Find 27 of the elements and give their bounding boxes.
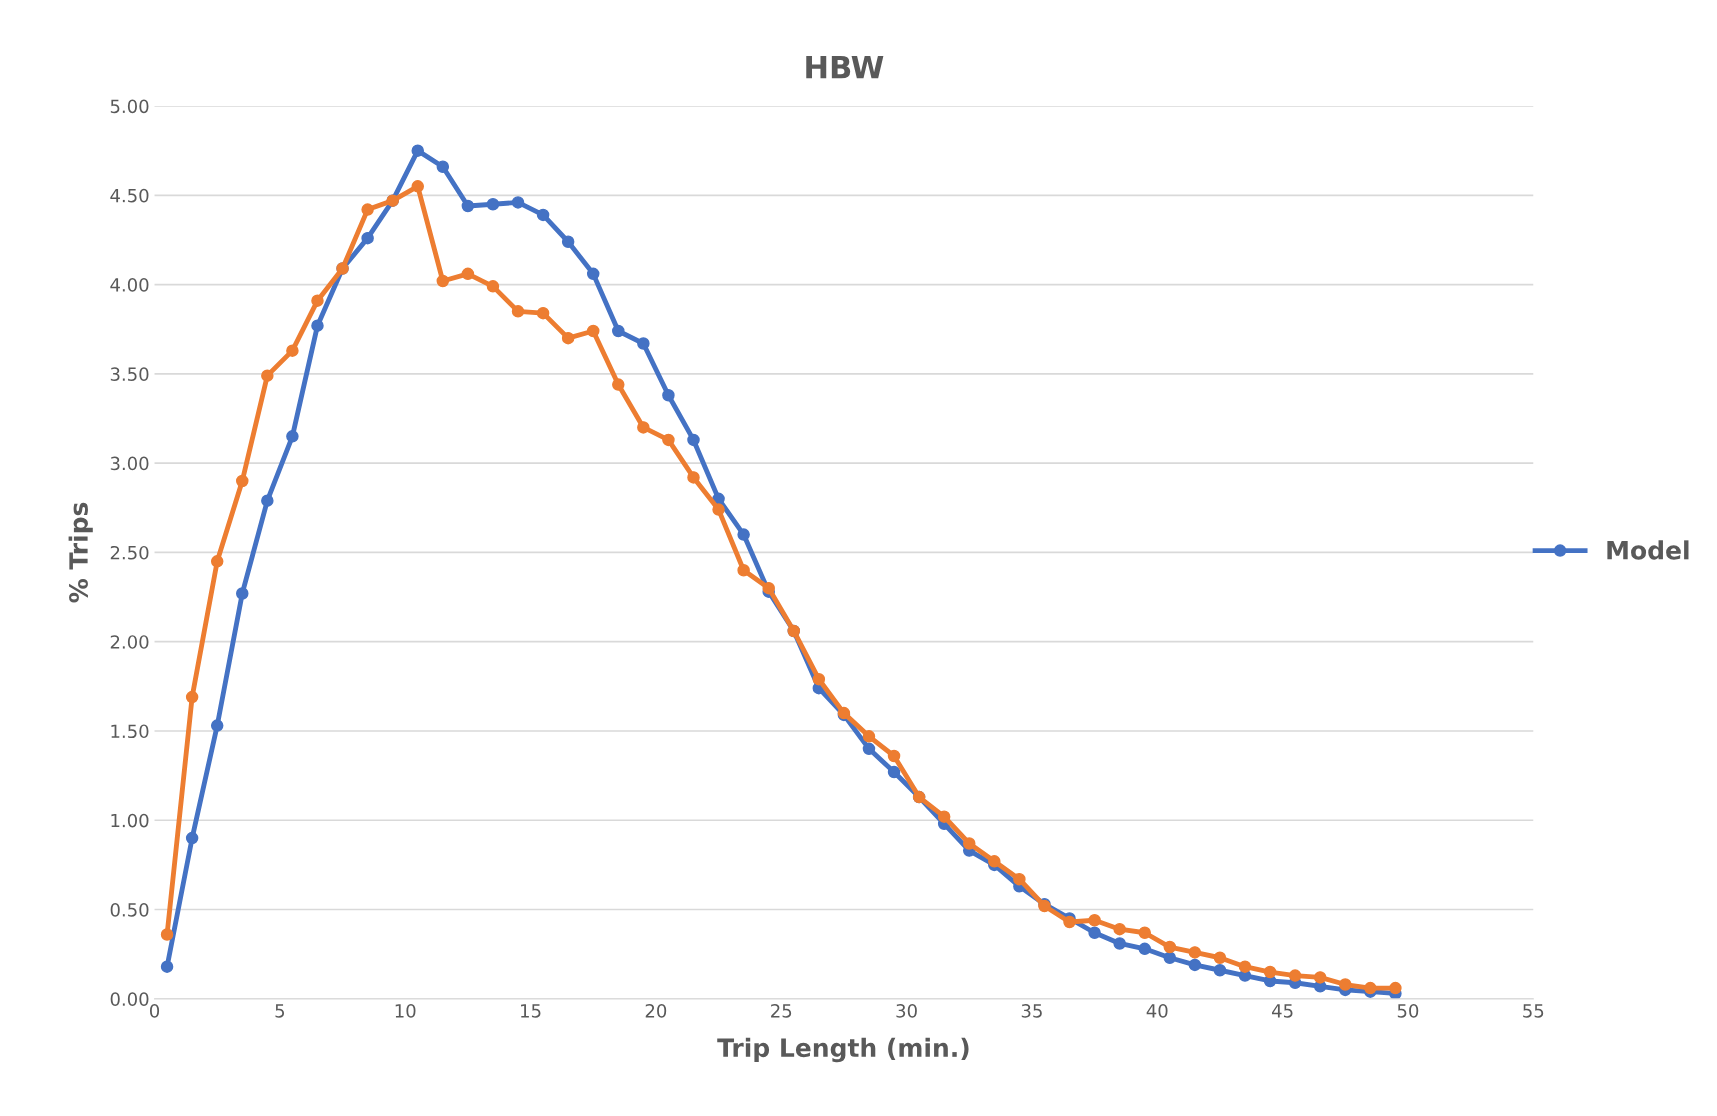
y-axis-title: % Trips: [68, 502, 93, 603]
x-tick-label: 5: [275, 1004, 285, 1018]
y-tick-label: 2.50: [110, 545, 149, 560]
chart-title: HBW: [806, 55, 884, 79]
y-tick-label: 1.50: [111, 724, 149, 739]
y-tick-label: 4.50: [110, 188, 149, 203]
x-axis-title: Trip Length (min.): [717, 1037, 969, 1063]
x-tick-label: 40: [1146, 1004, 1168, 1018]
y-tick-label: 2.00: [110, 635, 149, 649]
x-tick-label: 55: [1523, 1004, 1544, 1018]
x-tick-label: 45: [1271, 1004, 1293, 1018]
x-tick-label: 15: [521, 1004, 541, 1018]
x-tick-label: 10: [395, 1004, 416, 1018]
y-tick-label: 3.50: [110, 367, 149, 381]
y-tick-label: 4.00: [110, 278, 149, 292]
y-tick-label: 5.00: [110, 99, 149, 114]
y-tick-label: 3.00: [110, 456, 149, 471]
legend-label: Model: [1607, 540, 1689, 560]
x-tick-label: 30: [896, 1004, 917, 1018]
x-tick-label: 35: [1021, 1004, 1042, 1018]
y-tick-label: 1.00: [111, 813, 149, 828]
x-tick-label: 20: [645, 1004, 667, 1018]
y-tick-label: 0.50: [110, 903, 149, 917]
y-tick-label: 0.00: [110, 992, 149, 1006]
x-tick-label: 25: [771, 1004, 792, 1018]
x-tick-label: 0: [149, 1004, 160, 1018]
x-tick-label: 50: [1397, 1004, 1419, 1018]
